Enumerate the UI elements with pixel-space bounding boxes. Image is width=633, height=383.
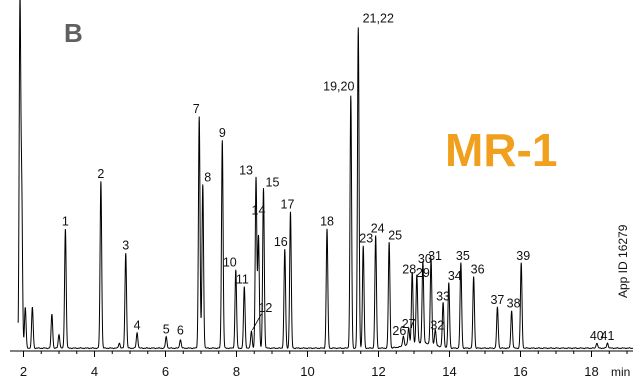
peak-label-23: 23 (359, 232, 373, 246)
peak-label-3: 3 (122, 239, 129, 253)
method-label: MR-1 (445, 124, 557, 176)
x-axis-ticks: 2 4 6 8 10 12 14 16 18 (20, 351, 628, 379)
peak-label-17: 17 (281, 198, 295, 212)
peak-label-37: 37 (490, 293, 504, 307)
peak-label-36: 36 (471, 262, 485, 276)
chromatogram-trace (17, 0, 633, 350)
peak-label-11: 11 (236, 273, 249, 287)
peak-label-19-20: 19,20 (323, 80, 354, 94)
peak-label-1: 1 (62, 215, 69, 229)
peak-label-28: 28 (402, 262, 416, 276)
peak-label-5: 5 (163, 323, 170, 337)
app-id-label: App ID 16279 (616, 224, 630, 298)
panel-letter: B (64, 18, 83, 48)
peak-label-7: 7 (193, 102, 200, 116)
peak-label-10: 10 (223, 256, 237, 270)
x-tick-label-8: 8 (233, 364, 240, 379)
peak-label-25: 25 (388, 228, 402, 242)
peak-label-39: 39 (516, 249, 530, 263)
peak-12-leader-line (252, 313, 262, 331)
peak-label-32: 32 (430, 319, 444, 333)
peak-label-4: 4 (134, 319, 141, 333)
x-tick-label-4: 4 (91, 364, 98, 379)
peak-label-41: 41 (601, 329, 615, 343)
peak-label-34: 34 (448, 269, 462, 283)
peak-label-14: 14 (252, 203, 266, 217)
peak-label-27: 27 (402, 317, 416, 331)
x-tick-label-6: 6 (162, 364, 169, 379)
peak-label-35: 35 (456, 249, 470, 263)
peak-label-24: 24 (371, 221, 385, 235)
peak-label-8: 8 (204, 170, 211, 184)
x-tick-label-12: 12 (371, 364, 385, 379)
peak-label-6: 6 (177, 323, 184, 337)
peak-label-15: 15 (266, 176, 280, 190)
peak-label-16: 16 (274, 235, 288, 249)
x-axis-unit-label: min (611, 365, 630, 379)
peak-label-12: 12 (258, 301, 272, 315)
x-tick-label-10: 10 (300, 364, 314, 379)
peak-label-33: 33 (436, 290, 450, 304)
peak-label-40: 40 (590, 329, 604, 343)
x-tick-label-18: 18 (584, 364, 598, 379)
chromatogram-trace-group (17, 0, 633, 350)
peak-label-29: 29 (416, 266, 430, 280)
peak-label-2: 2 (97, 167, 104, 181)
peak-label-31: 31 (428, 249, 442, 263)
peak-label-13: 13 (239, 164, 253, 178)
x-tick-label-16: 16 (513, 364, 527, 379)
x-tick-label-14: 14 (442, 364, 456, 379)
x-tick-label-2: 2 (20, 364, 27, 379)
peak-label-9: 9 (219, 126, 226, 140)
peak-label-21-22: 21,22 (363, 11, 394, 25)
peak-label-26: 26 (392, 324, 406, 338)
peak-label-30: 30 (418, 252, 432, 266)
peak-label-38: 38 (507, 296, 521, 310)
peak-label-18: 18 (320, 215, 334, 229)
